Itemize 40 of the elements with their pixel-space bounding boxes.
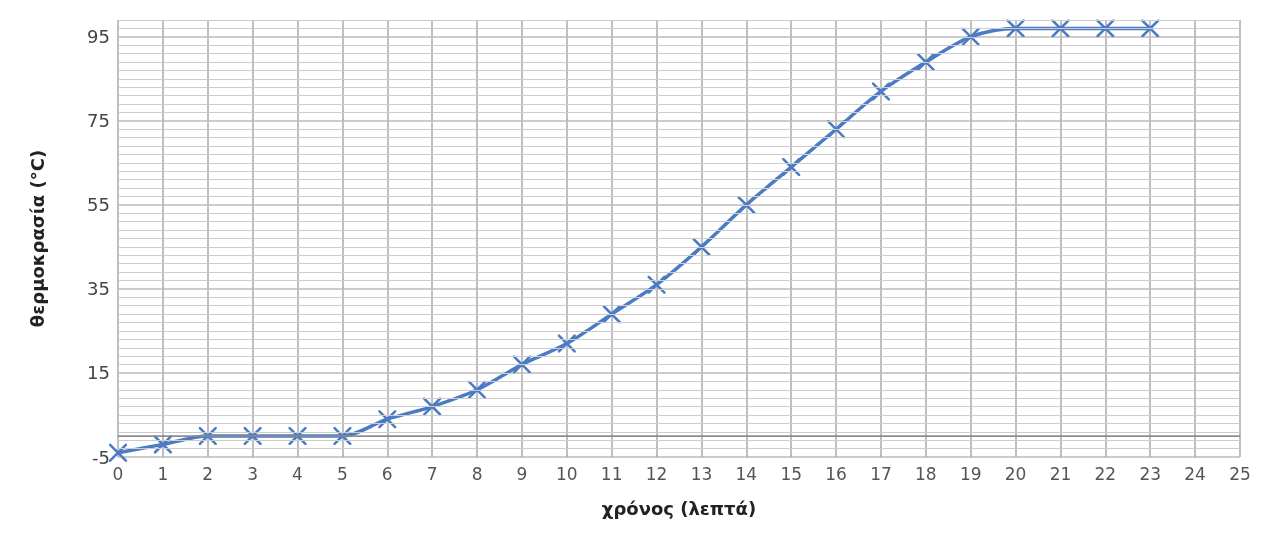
x-tick-label: 7 — [426, 463, 438, 484]
y-tick-label: 55 — [87, 194, 110, 216]
x-tick-label: 9 — [516, 463, 528, 484]
point — [512, 355, 531, 374]
y-tick-label: 75 — [87, 110, 110, 132]
x-tick-label: 18 — [915, 463, 937, 484]
x-tick-label: 8 — [471, 463, 483, 484]
x-tick-label: 11 — [600, 463, 623, 484]
point — [692, 237, 711, 256]
x-tick-label: 23 — [1139, 463, 1162, 484]
x-tick-label: 12 — [645, 463, 668, 484]
x-tick-label: 25 — [1229, 463, 1251, 484]
point — [871, 82, 890, 101]
point — [557, 334, 576, 353]
x-tick-label: 0 — [112, 463, 124, 484]
x-tick-label: 1 — [157, 463, 169, 484]
x-tick-label: 2 — [202, 463, 214, 484]
x-axis-title: χρόνος (λεπτά) — [601, 497, 757, 519]
x-tick-label: 10 — [555, 463, 578, 484]
x-tick-label: 4 — [292, 463, 303, 484]
point — [109, 443, 127, 462]
x-tick-label: 14 — [735, 463, 758, 484]
x-tick-label: 13 — [690, 463, 713, 484]
x-tick-label: 22 — [1094, 463, 1117, 484]
x-tick-label: 24 — [1184, 463, 1206, 484]
y-tick-label: -5 — [92, 446, 110, 468]
x-tick-label: 6 — [381, 463, 393, 484]
x-tick-label: 20 — [1004, 463, 1027, 484]
y-tick-label: 95 — [87, 26, 110, 48]
x-tick-label: 5 — [336, 463, 348, 484]
x-tick-label: 17 — [870, 463, 892, 484]
x-tick-label: 3 — [247, 463, 259, 484]
x-tick-label: 19 — [959, 463, 982, 484]
y-tick-label: 15 — [87, 362, 110, 384]
x-tick-label: 21 — [1049, 463, 1072, 484]
x-tick-label: 15 — [780, 463, 803, 484]
y-axis-title: θερμοκρασία (°C) — [26, 149, 48, 328]
point — [423, 397, 442, 416]
y-tick-label: 35 — [87, 278, 110, 300]
x-tick-label: 16 — [825, 463, 847, 484]
